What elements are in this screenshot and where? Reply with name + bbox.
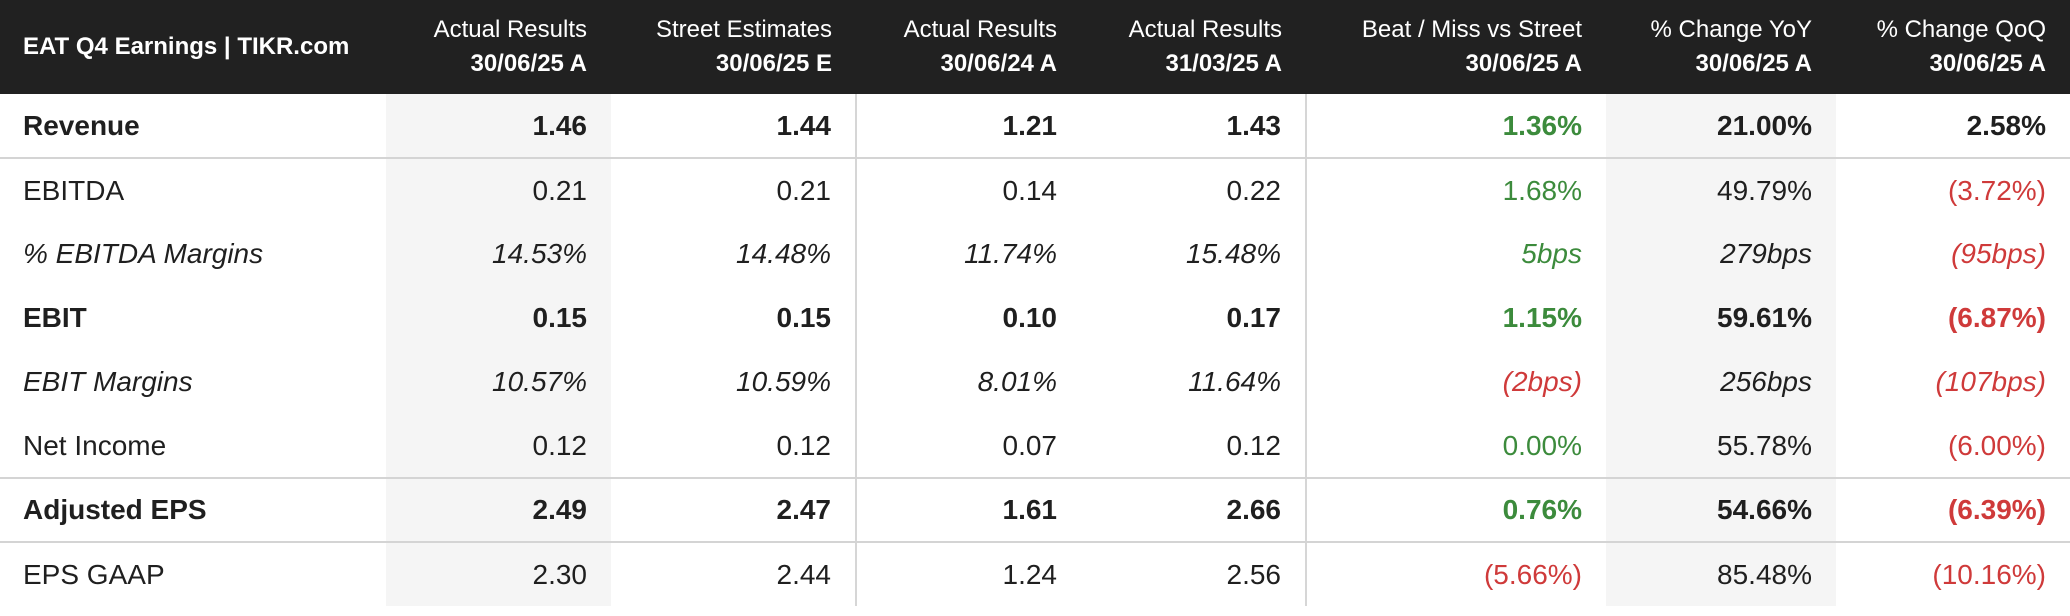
cell-actual-prior-quarter: 0.12	[1081, 414, 1307, 479]
cell-change-yoy: 49.79%	[1606, 158, 1836, 222]
cell-change-yoy: 54.66%	[1606, 478, 1836, 543]
cell-actual-prior-year: 8.01%	[977, 366, 1057, 397]
cell-street-estimate: 2.44	[611, 542, 857, 606]
table-header: EAT Q4 Earnings | TIKR.com Actual Result…	[0, 0, 2070, 94]
table-row-ebitda-margins: % EBITDA Margins 14.53% 14.48% 11.74% 15…	[0, 222, 2070, 286]
column-header-change-yoy: % Change YoY 30/06/25 A	[1606, 0, 1836, 94]
row-label: EBITDA	[23, 174, 125, 206]
table-row-ebitda: EBITDA 0.21 0.21 0.14 0.22 1.68% 49.79% …	[0, 158, 2070, 222]
cell-actual-prior-quarter: 0.22	[1081, 158, 1307, 222]
column-header-date: 30/06/25 A	[1465, 50, 1582, 77]
column-header-change-qoq: % Change QoQ 30/06/25 A	[1836, 0, 2070, 94]
cell-actual-prior-year: 11.74%	[964, 238, 1057, 269]
cell-actual-prior-quarter: 11.64%	[1081, 350, 1307, 414]
column-header-date: 30/06/25 A	[1695, 50, 1812, 77]
cell-change-qoq: (10.16%)	[1932, 558, 2046, 590]
column-header-label: Actual Results	[433, 16, 587, 43]
table-row-ebit-margins: EBIT Margins 10.57% 10.59% 8.01% 11.64% …	[0, 350, 2070, 414]
column-header-label: % Change QoQ	[1876, 16, 2046, 43]
table-row-net-income: Net Income 0.12 0.12 0.07 0.12 0.00% 55.…	[0, 414, 2070, 479]
cell-actual-current: 0.12	[386, 414, 611, 479]
cell-actual-current: 1.46	[386, 94, 611, 159]
cell-actual-prior-quarter: 1.43	[1081, 94, 1307, 159]
table-row-ebit: EBIT 0.15 0.15 0.10 0.17 1.15% 59.61% (6…	[0, 286, 2070, 350]
column-header-date: 30/06/25 E	[715, 50, 832, 77]
cell-actual-prior-quarter: 15.48%	[1081, 222, 1307, 286]
cell-change-yoy: 21.00%	[1606, 94, 1836, 159]
cell-actual-prior-quarter: 2.66	[1081, 478, 1307, 543]
cell-actual-prior-quarter: 0.17	[1081, 286, 1307, 350]
table-row-adjusted-eps: Adjusted EPS 2.49 2.47 1.61 2.66 0.76% 5…	[0, 478, 2070, 543]
cell-actual-current: 10.57%	[386, 350, 611, 414]
cell-street-estimate: 0.15	[611, 286, 857, 350]
cell-change-qoq: (6.00%)	[1836, 414, 2070, 479]
column-header-street-estimates: Street Estimates 30/06/25 E	[611, 0, 856, 94]
cell-actual-prior-year: 1.21	[856, 94, 1081, 159]
cell-street-estimate: 2.47	[611, 478, 857, 543]
cell-change-qoq: (6.39%)	[1836, 478, 2070, 543]
cell-street-estimate: 1.44	[611, 94, 857, 159]
cell-beat-miss: 1.15%	[1502, 302, 1582, 333]
cell-actual-prior-year: 1.61	[856, 478, 1081, 543]
cell-change-qoq: (6.87%)	[1947, 302, 2046, 333]
column-header-actual-prior-quarter: Actual Results 31/03/25 A	[1081, 0, 1306, 94]
row-label: EPS GAAP	[23, 558, 165, 590]
column-header-label: Street Estimates	[655, 16, 832, 43]
table-title: EAT Q4 Earnings | TIKR.com	[0, 0, 386, 94]
header-row: EAT Q4 Earnings | TIKR.com Actual Result…	[0, 0, 2070, 94]
cell-actual-current: 0.21	[386, 158, 611, 222]
table-row-revenue: Revenue 1.46 1.44 1.21 1.43 1.36% 21.00%…	[0, 94, 2070, 159]
cell-street-estimate: 0.21	[611, 158, 857, 222]
cell-change-yoy: 59.61%	[1606, 286, 1836, 350]
cell-actual-prior-year: 0.10	[1002, 302, 1058, 333]
cell-actual-prior-year: 1.24	[1002, 558, 1058, 590]
cell-beat-miss: (5.66%)	[1483, 558, 1582, 590]
cell-beat-miss: (2bps)	[1502, 366, 1582, 397]
column-header-label: % Change YoY	[1650, 16, 1812, 43]
cell-change-qoq: (107bps)	[1935, 366, 2046, 397]
column-header-label: Beat / Miss vs Street	[1361, 16, 1582, 43]
cell-actual-prior-quarter: 2.56	[1081, 542, 1307, 606]
cell-actual-current: 0.15	[386, 286, 611, 350]
column-header-beat-miss: Beat / Miss vs Street 30/06/25 A	[1306, 0, 1606, 94]
row-label: % EBITDA Margins	[23, 238, 264, 269]
cell-change-yoy: 256bps	[1606, 350, 1836, 414]
cell-actual-current: 2.49	[386, 478, 611, 543]
cell-actual-current: 2.30	[386, 542, 611, 606]
cell-beat-miss: 0.00%	[1306, 414, 1606, 479]
cell-street-estimate: 10.59%	[611, 350, 857, 414]
column-header-label: Actual Results	[903, 16, 1057, 43]
column-header-date: 31/03/25 A	[1165, 50, 1282, 77]
cell-street-estimate: 0.12	[611, 414, 857, 479]
table-body: Revenue 1.46 1.44 1.21 1.43 1.36% 21.00%…	[0, 94, 2070, 606]
column-header-date: 30/06/25 A	[470, 50, 587, 77]
cell-beat-miss: 1.68%	[1502, 174, 1582, 206]
cell-change-qoq: (95bps)	[1951, 238, 2046, 269]
cell-actual-prior-year: 0.07	[856, 414, 1081, 479]
cell-change-qoq: (3.72%)	[1947, 174, 2046, 206]
cell-actual-current: 14.53%	[386, 222, 611, 286]
cell-change-yoy: 55.78%	[1606, 414, 1836, 479]
cell-change-qoq: 2.58%	[1836, 94, 2070, 159]
row-label: Revenue	[0, 94, 386, 159]
column-header-date: 30/06/24 A	[940, 50, 1057, 77]
row-label: EBIT	[23, 302, 87, 333]
cell-change-yoy: 85.48%	[1606, 542, 1836, 606]
cell-beat-miss: 0.76%	[1306, 478, 1606, 543]
column-header-label: Actual Results	[1128, 16, 1282, 43]
cell-street-estimate: 14.48%	[611, 222, 857, 286]
cell-actual-prior-year: 0.14	[1002, 174, 1058, 206]
row-label: EBIT Margins	[23, 366, 193, 397]
cell-beat-miss: 1.36%	[1306, 94, 1606, 159]
row-label: Net Income	[0, 414, 386, 479]
column-header-actual-prior-year: Actual Results 30/06/24 A	[856, 0, 1081, 94]
column-header-date: 30/06/25 A	[1929, 50, 2046, 77]
row-label: Adjusted EPS	[0, 478, 386, 543]
table-row-eps-gaap: EPS GAAP 2.30 2.44 1.24 2.56 (5.66%) 85.…	[0, 542, 2070, 606]
column-header-actual-current: Actual Results 30/06/25 A	[386, 0, 611, 94]
cell-beat-miss: 5bps	[1521, 238, 1582, 269]
cell-change-yoy: 279bps	[1606, 222, 1836, 286]
